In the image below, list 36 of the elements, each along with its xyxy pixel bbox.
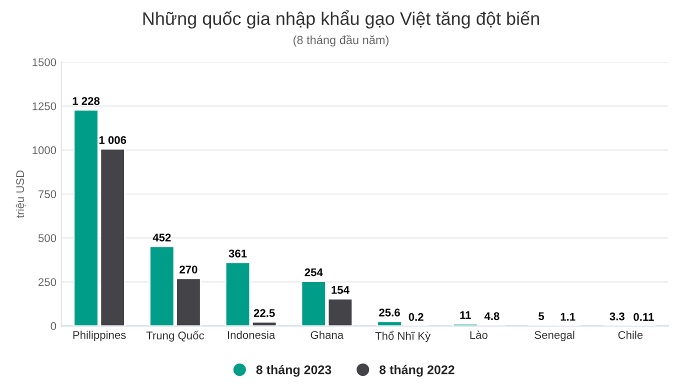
data-label: 361 <box>228 250 247 258</box>
x-tick-label: Lào <box>470 330 488 339</box>
y-tick-label: 500 <box>38 234 56 242</box>
data-label: 4.8 <box>484 312 500 320</box>
x-tick-label: Indonesia <box>228 330 276 339</box>
data-label: 0.2 <box>408 313 424 321</box>
data-label: 25.6 <box>379 308 400 316</box>
data-label: 3.3 <box>610 312 624 320</box>
data-label: 0.11 <box>634 313 654 321</box>
y-tick-label: 750 <box>38 190 56 198</box>
y-tick-label: 250 <box>38 278 56 286</box>
y-tick-label: 1000 <box>32 146 56 154</box>
x-tick-label: Thổ Nhĩ Kỳ <box>375 330 431 342</box>
x-tick-label: Philippines <box>73 330 126 342</box>
data-label: 254 <box>304 268 323 276</box>
legend-label: 8 tháng 2023 <box>256 364 332 377</box>
y-axis-title: triệu USD <box>16 170 26 218</box>
data-label: 154 <box>332 286 350 294</box>
data-label: 11 <box>460 311 471 319</box>
data-label: 1.1 <box>560 313 576 321</box>
data-label: 1 006 <box>99 136 126 144</box>
x-tick-label: Ghana <box>310 330 344 339</box>
data-label: 1 228 <box>72 97 100 105</box>
data-label: 5 <box>538 312 544 320</box>
chart-title: Những quốc gia nhập khẩu gạo Việt tăng đột biến <box>143 10 539 29</box>
x-tick-label: Trung Quốc <box>146 330 204 342</box>
y-tick-label: 0 <box>50 322 56 330</box>
data-label: 270 <box>180 266 198 274</box>
y-tick-label: 1500 <box>32 58 56 66</box>
chart-subtitle: (8 tháng đầu năm) <box>294 34 389 46</box>
data-label: 452 <box>152 234 171 242</box>
legend-label: 8 tháng 2022 <box>380 364 454 377</box>
data-label: 22.5 <box>254 309 275 317</box>
x-tick-label: Senegal <box>534 330 574 342</box>
y-tick-label: 1250 <box>32 102 56 110</box>
x-tick-label: Chile <box>618 330 643 339</box>
